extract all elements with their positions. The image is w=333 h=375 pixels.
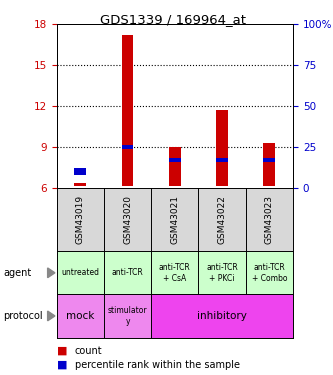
Text: ■: ■ bbox=[57, 360, 67, 369]
Text: inhibitory: inhibitory bbox=[197, 311, 247, 321]
Bar bbox=[151, 294, 293, 338]
Bar bbox=[263, 158, 275, 162]
Text: anti-TCR: anti-TCR bbox=[112, 268, 144, 278]
Text: percentile rank within the sample: percentile rank within the sample bbox=[75, 360, 240, 369]
Text: anti-TCR
+ PKCi: anti-TCR + PKCi bbox=[206, 263, 238, 282]
Bar bbox=[216, 158, 228, 162]
Text: count: count bbox=[75, 346, 103, 355]
Bar bbox=[169, 147, 181, 186]
Text: GDS1339 / 169964_at: GDS1339 / 169964_at bbox=[100, 13, 246, 26]
Text: stimulator
y: stimulator y bbox=[108, 306, 147, 326]
Bar bbox=[104, 294, 151, 338]
Bar bbox=[74, 183, 86, 186]
Bar bbox=[122, 145, 134, 149]
Text: GSM43022: GSM43022 bbox=[217, 195, 227, 244]
Text: anti-TCR
+ Combo: anti-TCR + Combo bbox=[252, 263, 287, 282]
Text: agent: agent bbox=[3, 268, 32, 278]
Text: GSM43020: GSM43020 bbox=[123, 195, 132, 244]
Text: untreated: untreated bbox=[61, 268, 99, 278]
Text: GSM43021: GSM43021 bbox=[170, 195, 179, 244]
Text: ■: ■ bbox=[57, 346, 67, 355]
Bar bbox=[122, 35, 134, 186]
Text: protocol: protocol bbox=[3, 311, 43, 321]
Text: GSM43023: GSM43023 bbox=[265, 195, 274, 244]
Bar bbox=[216, 110, 228, 186]
Text: anti-TCR
+ CsA: anti-TCR + CsA bbox=[159, 263, 191, 282]
Text: mock: mock bbox=[66, 311, 95, 321]
Bar bbox=[263, 143, 275, 186]
Bar bbox=[169, 158, 181, 162]
Text: GSM43019: GSM43019 bbox=[76, 195, 85, 244]
Bar bbox=[57, 294, 104, 338]
Bar bbox=[74, 168, 86, 175]
